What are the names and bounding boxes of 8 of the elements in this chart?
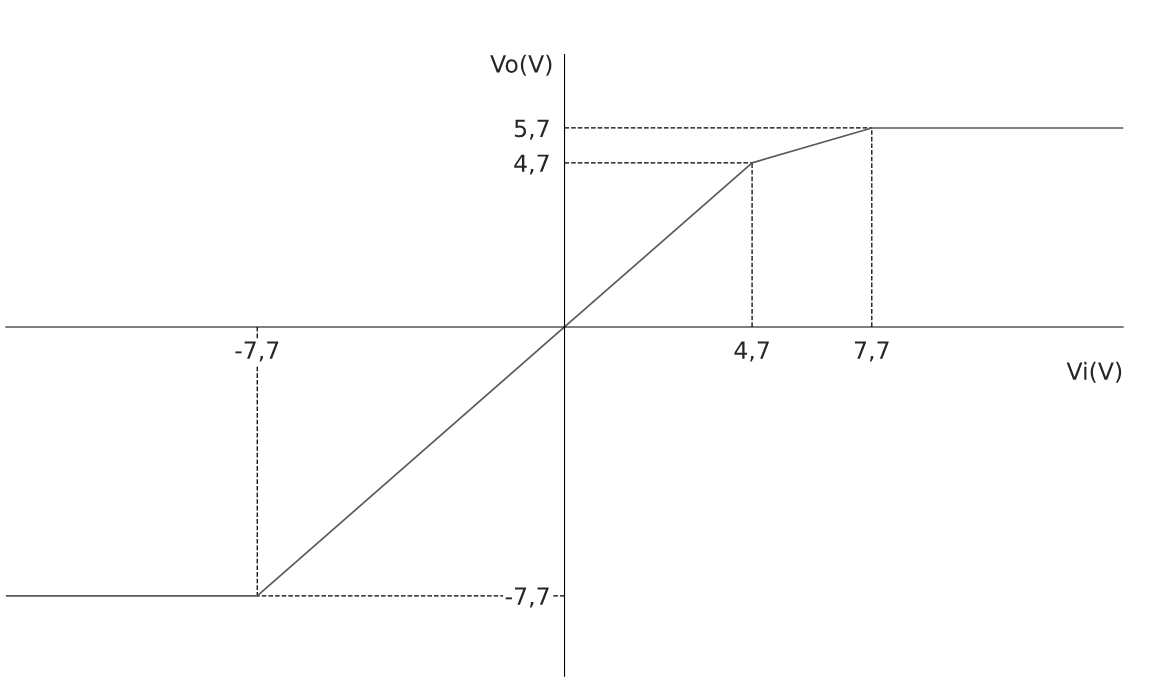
y-tick-label: 4,7 xyxy=(514,154,549,175)
x-tick-label: 4,7 xyxy=(734,341,769,362)
x-axis-title: Vi(V) xyxy=(1066,361,1122,383)
x-tick-label: 7,7 xyxy=(854,341,889,362)
y-tick-label: 5,7 xyxy=(514,119,549,140)
y-tick-label: -7,7 xyxy=(505,587,549,608)
y-axis-title: Vo(V) xyxy=(490,54,552,76)
x-tick-label: -7,7 xyxy=(235,341,279,362)
